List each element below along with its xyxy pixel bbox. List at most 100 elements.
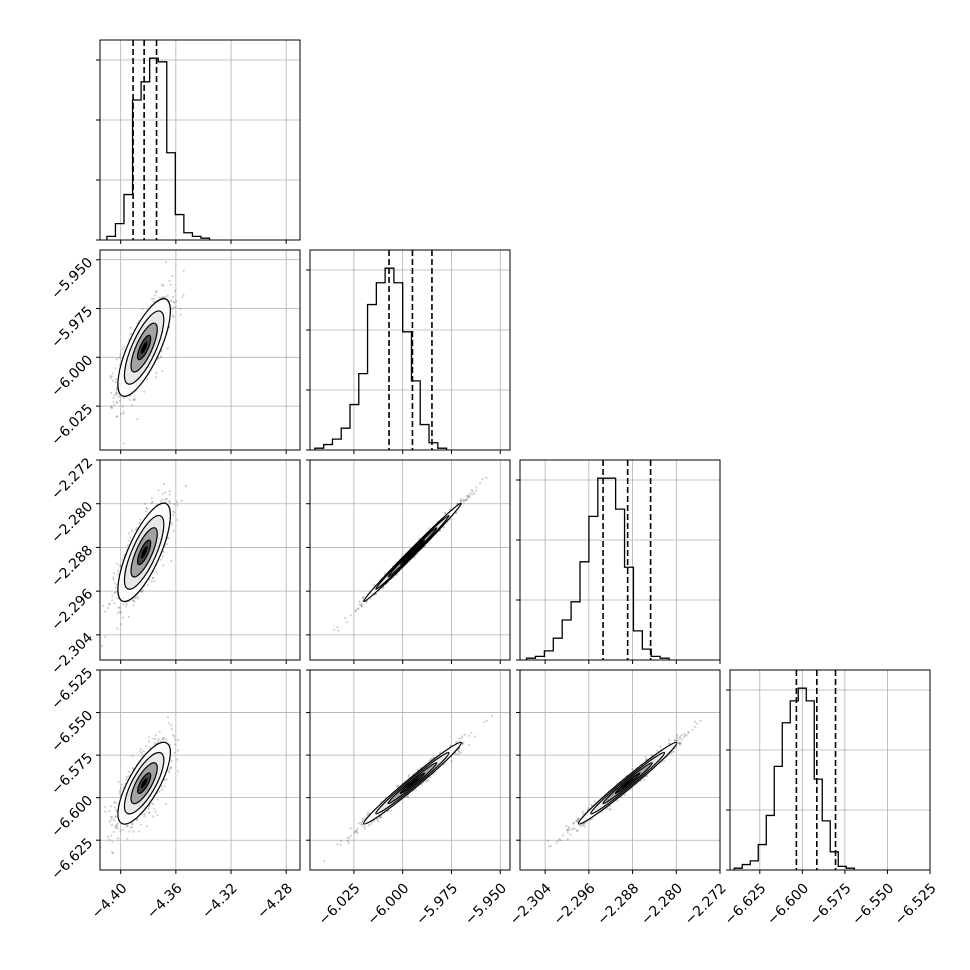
density-peak [140,546,148,559]
sample-point [116,562,119,566]
axes-frame [309,669,511,871]
sample-point [141,589,144,592]
sample-point [577,818,580,821]
sample-point [114,392,118,395]
sample-point [113,806,116,809]
sample-point [126,837,129,840]
sample-point [157,489,160,492]
sample-point [427,779,430,782]
density-peak [406,546,419,559]
x-tick-label: −4.32 [199,880,241,922]
sample-point [169,766,172,769]
sample-point [158,730,161,733]
sample-point [346,836,349,839]
sample-point [466,495,470,498]
sample-point [181,296,184,299]
density-peak [140,341,148,354]
sample-point [468,494,471,497]
sample-point [145,506,148,510]
sample-point [136,595,139,598]
sample-point [128,830,131,833]
sample-point [366,811,369,814]
sample-point [131,599,135,602]
sample-point [172,315,175,318]
sample-point [111,379,115,382]
sample-point [177,749,180,752]
sample-point [131,755,134,758]
y-tick-label: −5.950 [48,255,96,303]
sample-point [154,734,157,737]
sample-point [468,743,471,747]
sample-point [140,752,144,755]
sample-point [129,536,132,539]
sample-point [349,827,352,830]
y-tick-label: −2.296 [48,586,96,634]
sample-point [549,844,552,848]
sample-point [107,838,111,841]
sample-point [650,754,654,757]
axes-frame [519,459,721,661]
sample-point [131,823,134,826]
sample-point [111,851,115,855]
sample-point [115,825,118,828]
sample-point [126,544,130,547]
sample-point [148,746,152,749]
sample-point [117,611,120,614]
sample-point [117,780,120,783]
sample-point [119,564,122,567]
sample-point [373,583,376,586]
sample-point [450,760,453,763]
sample-point [130,822,134,825]
sample-point [337,629,340,632]
sample-point [362,596,365,599]
sample-point [457,750,460,753]
sample-point [151,500,154,503]
sample-point [164,738,168,741]
sample-point [413,556,416,559]
x-tick-label: −5.950 [462,880,510,928]
sample-point [173,301,176,304]
sample-point [114,586,117,589]
sample-point [357,822,361,825]
sample-point [176,504,179,507]
sample-point [154,737,157,741]
sample-point [163,785,166,788]
sample-point [439,529,442,532]
sample-point [373,819,376,822]
sample-point [345,621,349,624]
sample-point [463,733,466,736]
sample-point [139,747,143,751]
sample-point [123,397,126,400]
sample-point [110,823,113,827]
y-tick-label: −6.025 [48,401,96,449]
sample-point [379,816,382,819]
sample-point [127,539,130,542]
sample-point [147,736,151,739]
sample-point [115,400,119,403]
sample-point [168,279,171,282]
sample-point [174,743,177,746]
sample-point [659,745,662,748]
sample-point [164,296,167,299]
sample-point [112,576,115,579]
sample-point [624,793,627,797]
sample-point [113,571,116,575]
sample-point [416,768,419,771]
sample-point [153,807,156,810]
sample-point [114,825,117,828]
panel-p1-0: −6.025−6.000−5.975−5.950 [48,249,301,454]
x-tick-label: −6.000 [364,880,412,928]
sample-point [145,744,148,748]
sample-point [110,804,113,808]
sample-point [115,392,118,395]
sample-point [140,590,143,593]
sample-point [160,369,164,373]
sample-point [457,753,461,756]
panel-p1-1 [306,249,511,454]
sample-point [182,293,185,297]
sample-point [122,603,125,606]
x-tick-label: −6.600 [764,880,812,928]
sample-point [151,297,154,300]
sample-point [442,526,446,529]
sample-point [168,499,171,503]
